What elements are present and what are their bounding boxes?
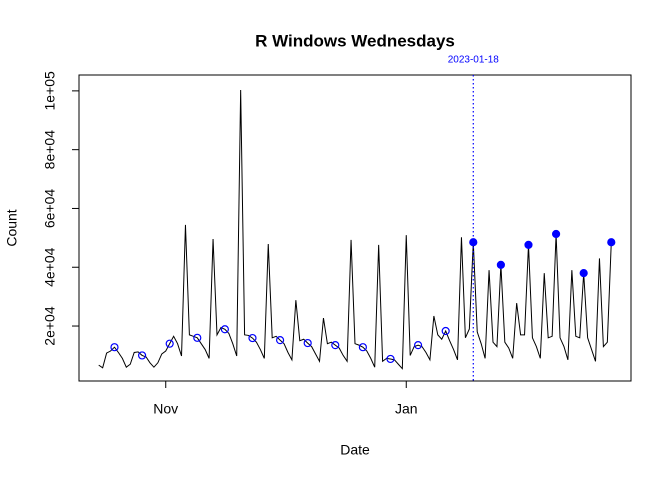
point	[441, 326, 450, 336]
point	[110, 343, 119, 352]
point	[551, 229, 561, 239]
y-tick-label: 8e+04	[42, 130, 58, 170]
point	[193, 333, 202, 342]
point	[220, 325, 229, 334]
y-tick-label: 6e+04	[42, 189, 58, 229]
point	[524, 240, 533, 250]
point	[248, 333, 257, 343]
point	[165, 339, 174, 348]
x-tick-label: Nov	[153, 401, 178, 417]
point	[358, 343, 367, 352]
point	[607, 238, 616, 247]
point	[275, 336, 285, 345]
plot-box	[78, 74, 632, 382]
point	[137, 351, 147, 360]
y-tick-label: 4e+04	[42, 247, 58, 287]
y-tick-label: 2e+04	[42, 306, 58, 346]
point	[579, 269, 588, 278]
x-tick-label: Jan	[395, 401, 418, 417]
chart-title: R Windows Wednesdays	[255, 31, 455, 50]
point	[386, 354, 395, 364]
y-axis-label: Count	[4, 209, 20, 246]
data-line	[98, 89, 612, 370]
y-tick-label: 1e+05	[42, 71, 58, 111]
reference-label: 2023-01-18	[448, 55, 500, 66]
point	[303, 338, 312, 348]
point	[496, 260, 505, 269]
x-axis-label: Date	[340, 442, 370, 458]
point	[331, 341, 340, 350]
point	[413, 341, 423, 350]
point	[469, 238, 478, 247]
